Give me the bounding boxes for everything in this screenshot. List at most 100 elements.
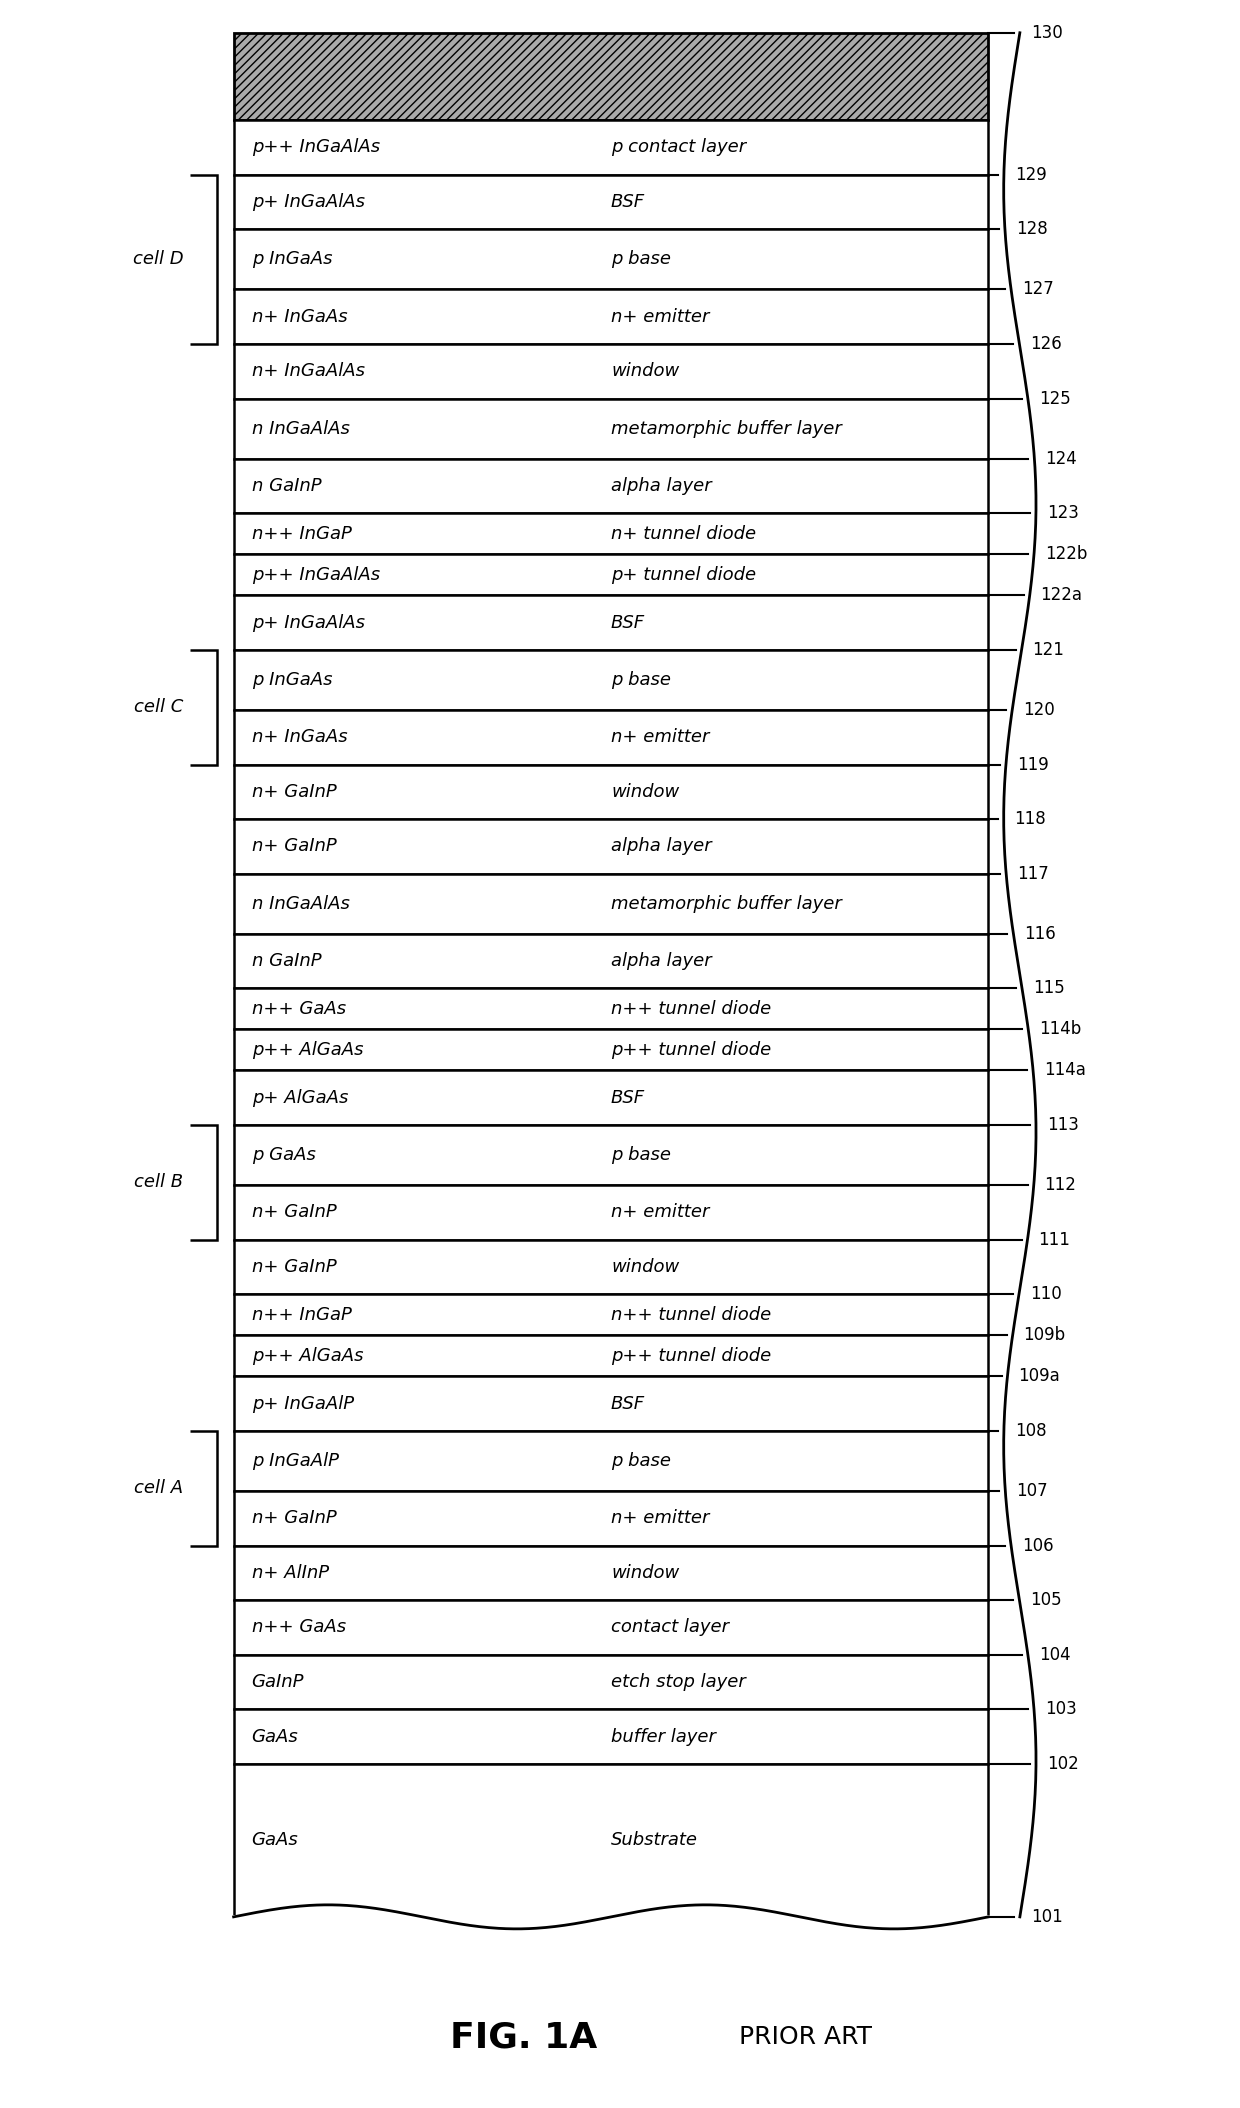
Text: n+ GaInP: n+ GaInP: [252, 837, 336, 856]
Text: 121: 121: [1033, 641, 1064, 660]
Bar: [233, 1377, 988, 1431]
Text: p base: p base: [611, 1147, 671, 1164]
Bar: [233, 1655, 988, 1710]
Text: p+ InGaAlAs: p+ InGaAlAs: [252, 194, 365, 211]
Text: p base: p base: [611, 670, 671, 689]
Text: p++ InGaAlAs: p++ InGaAlAs: [252, 565, 379, 584]
Text: n++ InGaP: n++ InGaP: [252, 1305, 351, 1324]
Text: n+ emitter: n+ emitter: [611, 1204, 709, 1221]
Text: 110: 110: [1029, 1286, 1061, 1303]
Text: p+ InGaAlP: p+ InGaAlP: [252, 1395, 353, 1412]
Text: 125: 125: [1039, 390, 1070, 407]
Text: 106: 106: [1022, 1537, 1054, 1554]
Bar: [233, 1710, 988, 1764]
Text: alpha layer: alpha layer: [611, 476, 712, 495]
Text: 118: 118: [1014, 809, 1047, 828]
Bar: [233, 230, 988, 289]
Text: 115: 115: [1033, 980, 1065, 997]
Text: n GaInP: n GaInP: [252, 476, 321, 495]
Text: cell B: cell B: [134, 1174, 184, 1191]
Bar: [233, 989, 988, 1029]
Text: n+ InGaAs: n+ InGaAs: [252, 727, 347, 746]
Text: n+ tunnel diode: n+ tunnel diode: [611, 525, 756, 544]
Text: BSF: BSF: [611, 194, 645, 211]
Bar: [233, 1431, 988, 1490]
Text: GaAs: GaAs: [252, 1729, 299, 1745]
Text: p+ InGaAlAs: p+ InGaAlAs: [252, 613, 365, 632]
Text: p base: p base: [611, 251, 671, 268]
Text: 120: 120: [1023, 702, 1055, 719]
Text: n+ emitter: n+ emitter: [611, 308, 709, 327]
Text: n+ GaInP: n+ GaInP: [252, 782, 336, 801]
Text: p InGaAs: p InGaAs: [252, 251, 332, 268]
Bar: [233, 1764, 988, 1916]
Text: 107: 107: [1016, 1482, 1048, 1501]
Text: FIG. 1A: FIG. 1A: [450, 2019, 598, 2053]
Text: p+ tunnel diode: p+ tunnel diode: [611, 565, 756, 584]
Bar: [233, 820, 988, 875]
Text: 128: 128: [1016, 221, 1048, 238]
Text: BSF: BSF: [611, 1088, 645, 1107]
Bar: [233, 1490, 988, 1545]
Text: n+ InGaAlAs: n+ InGaAlAs: [252, 363, 365, 379]
Text: BSF: BSF: [611, 1395, 645, 1412]
Bar: [233, 1334, 988, 1377]
Text: window: window: [611, 782, 680, 801]
Text: p++ AlGaAs: p++ AlGaAs: [252, 1347, 363, 1364]
Bar: [233, 120, 988, 175]
Text: 109a: 109a: [1018, 1368, 1060, 1385]
Text: 114a: 114a: [1044, 1062, 1086, 1079]
Text: 130: 130: [1030, 23, 1063, 42]
Bar: [233, 875, 988, 934]
Text: window: window: [611, 363, 680, 379]
Text: p++ tunnel diode: p++ tunnel diode: [611, 1347, 771, 1364]
Text: cell A: cell A: [134, 1480, 184, 1497]
Text: 117: 117: [1017, 864, 1049, 883]
Bar: [233, 1294, 988, 1334]
Text: metamorphic buffer layer: metamorphic buffer layer: [611, 419, 842, 438]
Text: 119: 119: [1017, 755, 1049, 774]
Bar: [233, 594, 988, 649]
Bar: [233, 514, 988, 554]
Bar: [233, 934, 988, 989]
Text: n+ GaInP: n+ GaInP: [252, 1509, 336, 1526]
Text: 104: 104: [1039, 1646, 1070, 1663]
Text: GaInP: GaInP: [252, 1674, 304, 1691]
Text: cell D: cell D: [133, 251, 184, 268]
Text: p contact layer: p contact layer: [611, 139, 746, 156]
Bar: [233, 34, 988, 120]
Text: n++ InGaP: n++ InGaP: [252, 525, 351, 544]
Text: contact layer: contact layer: [611, 1619, 729, 1636]
Text: p InGaAs: p InGaAs: [252, 670, 332, 689]
Text: 109b: 109b: [1023, 1326, 1065, 1345]
Text: window: window: [611, 1564, 680, 1581]
Text: 127: 127: [1022, 280, 1054, 299]
Text: 114b: 114b: [1039, 1020, 1081, 1039]
Text: cell C: cell C: [134, 698, 184, 717]
Text: n InGaAlAs: n InGaAlAs: [252, 894, 350, 913]
Text: n GaInP: n GaInP: [252, 953, 321, 970]
Bar: [233, 710, 988, 765]
Text: 113: 113: [1047, 1115, 1079, 1134]
Text: n+ AlInP: n+ AlInP: [252, 1564, 329, 1581]
Bar: [233, 344, 988, 398]
Text: etch stop layer: etch stop layer: [611, 1674, 745, 1691]
Text: 129: 129: [1014, 167, 1047, 183]
Text: p InGaAlP: p InGaAlP: [252, 1452, 339, 1469]
Bar: [233, 289, 988, 344]
Bar: [233, 460, 988, 514]
Text: 105: 105: [1030, 1592, 1061, 1608]
Bar: [233, 1600, 988, 1655]
Text: BSF: BSF: [611, 613, 645, 632]
Bar: [233, 398, 988, 460]
Bar: [233, 649, 988, 710]
Text: n++ tunnel diode: n++ tunnel diode: [611, 1305, 771, 1324]
Text: 108: 108: [1014, 1421, 1047, 1440]
Text: n++ GaAs: n++ GaAs: [252, 1619, 346, 1636]
Text: n+ GaInP: n+ GaInP: [252, 1204, 336, 1221]
Bar: [233, 1126, 988, 1185]
Text: n+ emitter: n+ emitter: [611, 1509, 709, 1526]
Text: alpha layer: alpha layer: [611, 837, 712, 856]
Text: PRIOR ART: PRIOR ART: [739, 2026, 872, 2049]
Text: window: window: [611, 1258, 680, 1275]
